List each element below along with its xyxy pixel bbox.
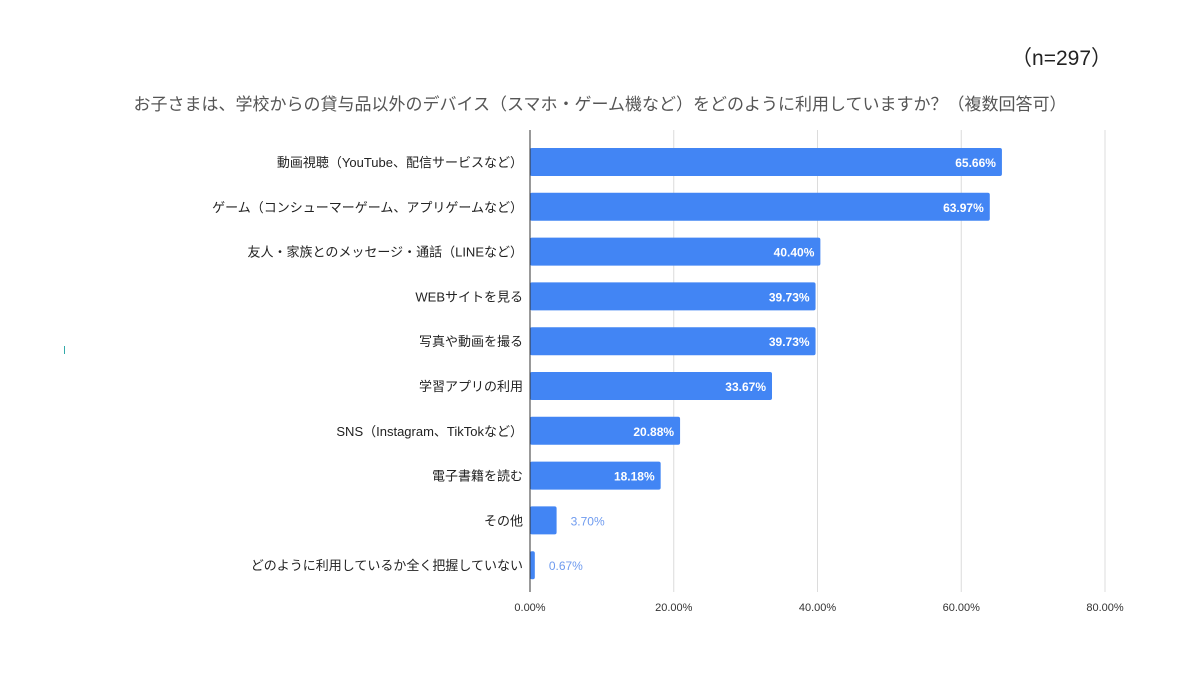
category-label: 動画視聴（YouTube、配信サービスなど） bbox=[277, 155, 523, 170]
chart-title: お子さまは、学校からの貸与品以外のデバイス（スマホ・ゲーム機など）をどのように利… bbox=[0, 90, 1200, 115]
data-label: 33.67% bbox=[725, 380, 766, 394]
category-label: どのように利用しているか全く把握していない bbox=[251, 558, 523, 573]
category-label: 学習アプリの利用 bbox=[419, 379, 523, 394]
bar bbox=[530, 327, 816, 356]
x-tick-label: 20.00% bbox=[655, 602, 693, 614]
x-tick-label: 0.00% bbox=[514, 602, 545, 614]
category-label: ゲーム（コンシューマーゲーム、アプリゲームなど） bbox=[212, 200, 523, 215]
bar bbox=[530, 551, 535, 580]
category-label: 電子書籍を読む bbox=[432, 469, 523, 484]
data-label: 18.18% bbox=[614, 470, 655, 484]
bar bbox=[530, 282, 816, 311]
category-label: WEBサイトを見る bbox=[415, 289, 523, 304]
bar bbox=[530, 416, 681, 445]
marker-tick bbox=[64, 346, 65, 354]
bar bbox=[530, 148, 1002, 176]
bar bbox=[530, 237, 821, 266]
category-label: その他 bbox=[484, 513, 523, 528]
data-label: 63.97% bbox=[943, 201, 984, 215]
data-label: 39.73% bbox=[769, 290, 810, 304]
data-label: 20.88% bbox=[633, 425, 674, 439]
bar bbox=[530, 506, 557, 535]
x-tick-label: 80.00% bbox=[1086, 602, 1124, 614]
bar bbox=[530, 192, 990, 221]
x-tick-label: 40.00% bbox=[799, 602, 837, 614]
bar bbox=[530, 461, 661, 490]
category-label: 写真や動画を撮る bbox=[419, 334, 523, 349]
category-label: 友人・家族とのメッセージ・通話（LINEなど） bbox=[247, 245, 523, 260]
category-label: SNS（Instagram、TikTokなど） bbox=[336, 424, 523, 439]
data-label: 40.40% bbox=[774, 246, 815, 260]
chart-title-text: お子さまは、学校からの貸与品以外のデバイス（スマホ・ゲーム機など）をどのように利… bbox=[133, 95, 1067, 114]
sample-size-note: （n=297） bbox=[1011, 47, 1112, 70]
bar bbox=[530, 372, 773, 400]
data-label: 65.66% bbox=[955, 156, 996, 170]
data-label: 0.67% bbox=[549, 559, 583, 573]
x-tick-label: 60.00% bbox=[943, 602, 981, 614]
data-label: 3.70% bbox=[571, 514, 605, 528]
data-label: 39.73% bbox=[769, 335, 810, 349]
